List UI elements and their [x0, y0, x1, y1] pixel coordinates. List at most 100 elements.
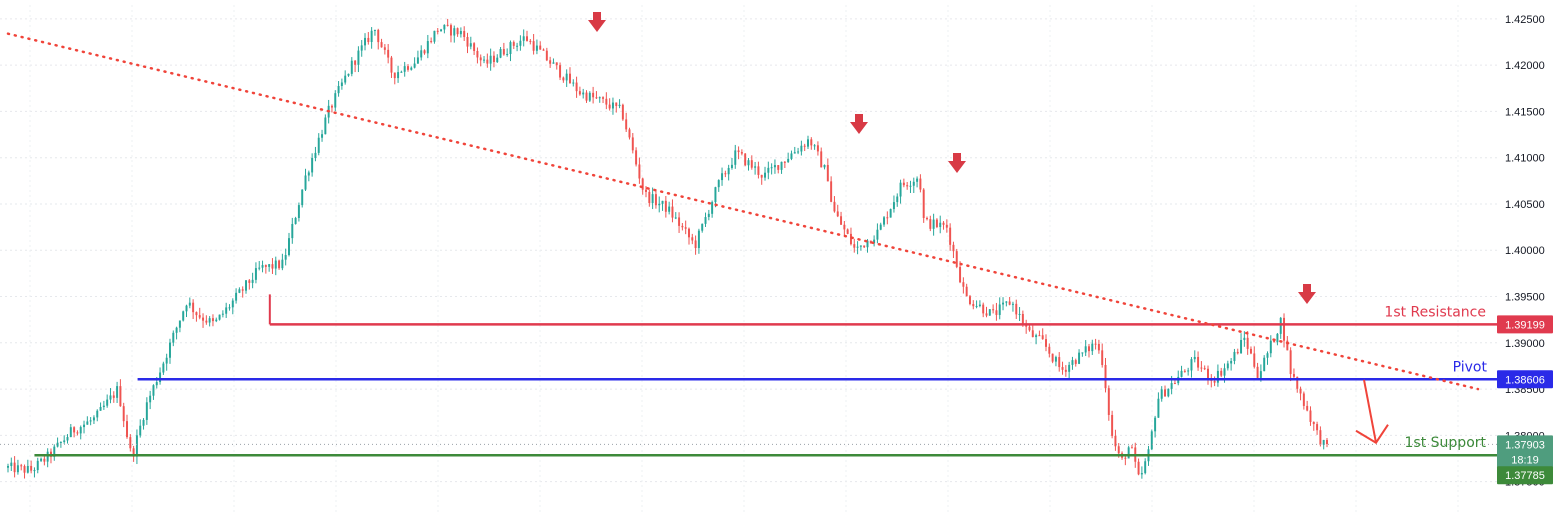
- candle-body: [496, 57, 499, 63]
- down-arrow-shape: [948, 153, 966, 173]
- candle-body: [962, 282, 965, 287]
- candle-body: [826, 164, 829, 182]
- candle-body: [552, 62, 555, 64]
- candle-body: [1180, 370, 1183, 377]
- candle-body: [1319, 430, 1322, 445]
- candle-body: [1226, 363, 1229, 369]
- candle-body: [526, 36, 528, 41]
- candle-body: [1005, 301, 1008, 303]
- candle-body: [559, 65, 562, 78]
- candle-body: [916, 178, 919, 182]
- candle-body: [1114, 435, 1117, 447]
- candle-body: [926, 217, 928, 220]
- candle-body: [1276, 333, 1279, 343]
- candle-body: [747, 160, 750, 166]
- candle-body: [380, 42, 383, 48]
- candle-body: [357, 50, 360, 65]
- candle-body: [102, 405, 105, 407]
- candle-body: [750, 160, 753, 168]
- candle-body: [334, 93, 337, 108]
- candle-body: [228, 307, 231, 309]
- candle-body: [297, 205, 300, 218]
- candle-body: [764, 172, 767, 178]
- candle-body: [754, 166, 757, 168]
- candle-body: [1137, 461, 1140, 475]
- candle-body: [760, 174, 763, 178]
- candle-body: [717, 180, 720, 188]
- candle-body: [202, 317, 205, 321]
- down-arrow-marker-icon: [588, 12, 606, 32]
- candle-body: [185, 305, 188, 312]
- candle-body: [588, 92, 591, 101]
- candle-body: [1259, 371, 1262, 378]
- candle-body: [866, 240, 869, 248]
- candle-body: [744, 153, 747, 166]
- candle-body: [278, 260, 281, 269]
- candle-body: [615, 102, 618, 106]
- candle-body: [387, 49, 390, 58]
- candle-body: [397, 72, 400, 79]
- candle-body: [995, 310, 998, 315]
- candle-body: [1018, 313, 1021, 315]
- candle-body: [1230, 360, 1233, 364]
- candle-body: [1068, 364, 1071, 372]
- candle-body: [218, 314, 221, 320]
- candle-body: [1309, 410, 1312, 422]
- candle-body: [1101, 350, 1104, 365]
- candle-body: [135, 435, 138, 457]
- candle-body: [483, 59, 486, 61]
- candle-body: [1306, 405, 1309, 411]
- candle-body: [549, 60, 552, 64]
- candle-body: [711, 202, 714, 214]
- candle-body: [66, 437, 69, 441]
- candle-body: [889, 209, 892, 218]
- candle-body: [949, 227, 952, 245]
- candle-body: [1087, 346, 1090, 352]
- candle-body: [149, 395, 152, 403]
- candle-body: [783, 161, 786, 163]
- candle-body: [291, 223, 294, 239]
- candle-body: [370, 30, 373, 43]
- candle-body: [687, 228, 690, 238]
- resistance-label: 1st Resistance: [1384, 304, 1486, 320]
- candle-body: [1041, 335, 1044, 340]
- projection-arrow-head-icon: [1355, 424, 1389, 445]
- candle-body: [453, 28, 456, 36]
- candle-body: [1283, 317, 1286, 341]
- candle-body: [321, 134, 324, 138]
- candle-body: [542, 49, 545, 51]
- candle-body: [1104, 364, 1107, 389]
- candle-body: [413, 63, 416, 68]
- candle-body: [126, 421, 128, 438]
- candle-body: [231, 300, 234, 308]
- candle-body: [241, 289, 244, 291]
- candle-body: [56, 442, 59, 447]
- candle-body: [1279, 317, 1282, 334]
- candle-body: [1011, 303, 1014, 305]
- candle-body: [645, 189, 648, 192]
- candle-body: [251, 279, 254, 283]
- candle-body: [466, 37, 469, 47]
- price-tick-label: 1.42500: [1505, 14, 1545, 26]
- candle-body: [314, 152, 317, 159]
- candle-body: [638, 164, 641, 179]
- candle-body: [988, 309, 991, 316]
- candle-body: [443, 24, 446, 30]
- candle-body: [1045, 339, 1047, 347]
- candle-body: [780, 161, 783, 170]
- candle-body: [43, 458, 46, 462]
- down-arrow-marker-icon: [1298, 284, 1316, 304]
- candle-body: [955, 251, 958, 267]
- candle-body: [344, 75, 347, 83]
- candle-body: [1296, 376, 1299, 389]
- candle-body: [13, 462, 16, 473]
- candle-body: [1193, 356, 1196, 360]
- candle-body: [1107, 388, 1110, 415]
- candle-body: [694, 240, 697, 249]
- candle-body: [112, 395, 115, 398]
- candle-body: [324, 117, 327, 135]
- candle-body: [155, 382, 158, 386]
- candle-body: [800, 145, 803, 152]
- candle-body: [182, 311, 185, 321]
- candle-body: [1269, 340, 1272, 354]
